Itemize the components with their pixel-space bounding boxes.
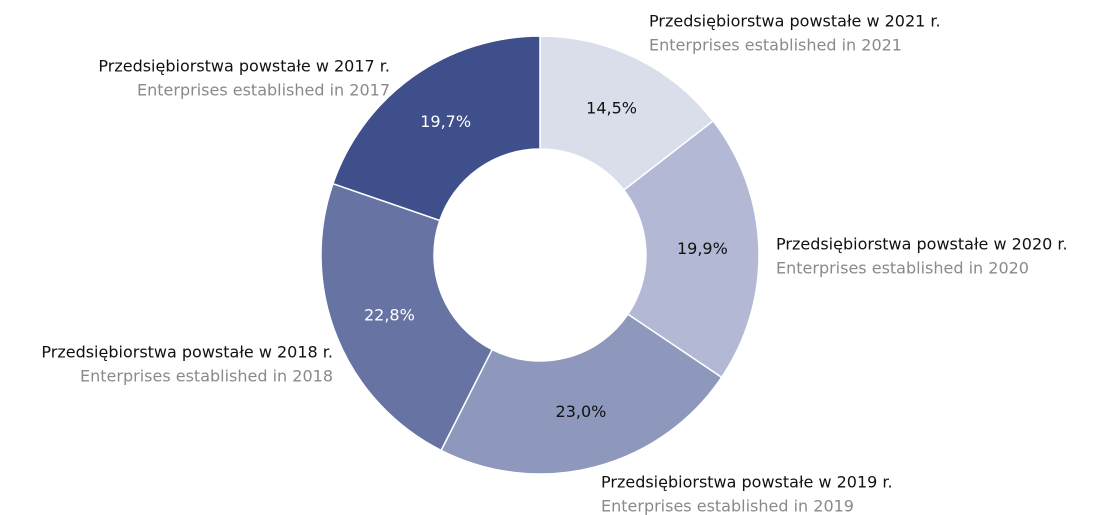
- category-label: Przedsiębiorstwa powstałe w 2020 r.: [776, 235, 1068, 254]
- category-label: Przedsiębiorstwa powstałe w 2021 r.: [649, 12, 941, 31]
- value-label: 22,8%: [364, 306, 415, 325]
- value-label: 23,0%: [556, 402, 607, 421]
- category-label-en: Enterprises established in 2017: [137, 81, 390, 100]
- category-label-en: Enterprises established in 2019: [601, 497, 854, 515]
- value-label: 14,5%: [586, 99, 637, 118]
- category-label: Przedsiębiorstwa powstałe w 2019 r.: [601, 473, 893, 492]
- category-label: Przedsiębiorstwa powstałe w 2018 r.: [41, 343, 333, 362]
- value-label: 19,9%: [677, 239, 728, 258]
- donut-slice: [331, 35, 541, 222]
- donut-slice: [622, 119, 760, 379]
- donut-slice: [539, 35, 715, 192]
- donut-slice: [320, 182, 494, 452]
- category-label-en: Enterprises established in 2020: [776, 259, 1029, 278]
- category-label-en: Enterprises established in 2021: [649, 36, 902, 55]
- category-label: Przedsiębiorstwa powstałe w 2017 r.: [98, 57, 390, 76]
- donut-slice: [440, 313, 723, 475]
- value-label: 19,7%: [420, 112, 471, 131]
- category-label-en: Enterprises established in 2018: [80, 367, 333, 386]
